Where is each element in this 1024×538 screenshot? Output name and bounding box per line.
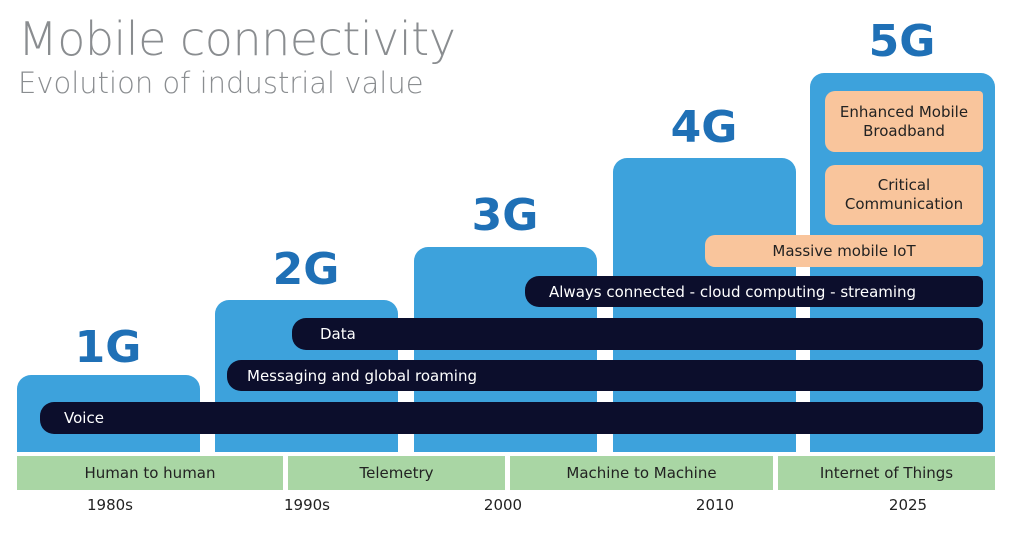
generation-label: 4G [670,102,738,153]
generation-label: 5G [868,16,936,67]
year-label: 1990s [284,496,330,514]
generation-label: 3G [471,190,539,241]
era-band: Telemetry [288,456,505,490]
title: Mobile connectivity [18,12,456,66]
capability-box: Massive mobile IoT [705,235,983,267]
capability-bar: Always connected - cloud computing - str… [525,276,983,307]
year-label: 2025 [888,496,928,514]
capability-bar: Messaging and global roaming [227,360,983,391]
era-band: Machine to Machine [510,456,773,490]
year-label: 2010 [695,496,735,514]
era-band: Human to human [17,456,283,490]
capability-bar: Voice [40,402,983,434]
year-label: 2000 [483,496,523,514]
era-band: Internet of Things [778,456,995,490]
capability-box: Enhanced Mobile Broadband [825,91,983,152]
generation-label: 2G [272,244,340,295]
capability-box: Critical Communication [825,165,983,225]
subtitle: Evolution of industrial value [18,66,424,100]
generation-label: 1G [74,322,142,373]
year-label: 1980s [87,496,133,514]
capability-bar: Data [292,318,983,350]
